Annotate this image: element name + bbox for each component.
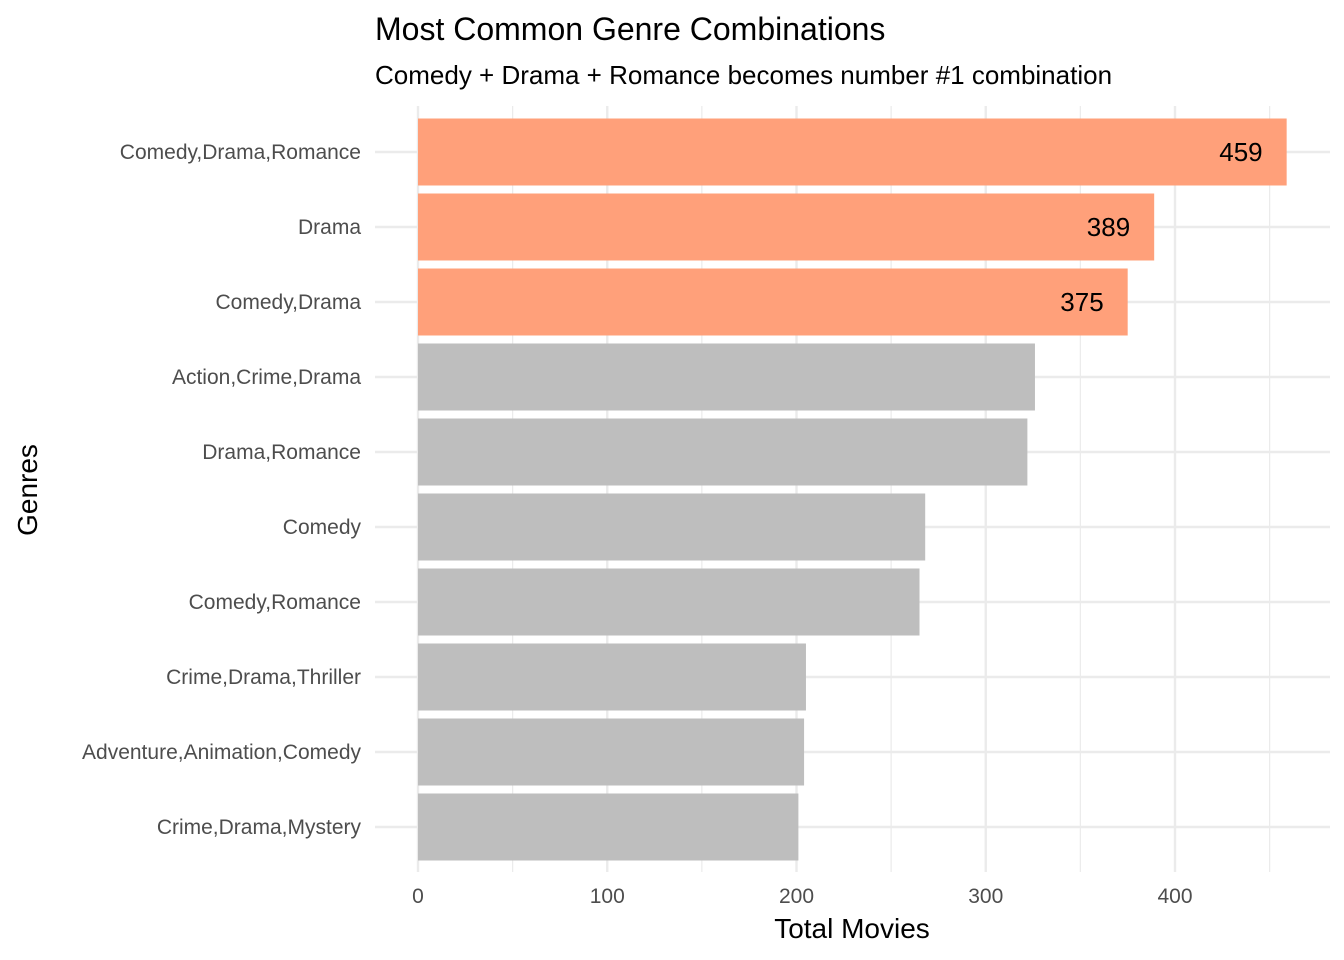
data-label: 375 [1060, 287, 1103, 317]
x-tick-label: 200 [779, 885, 814, 908]
y-axis-title: Genres [12, 444, 43, 536]
bar [418, 718, 805, 786]
x-tick-label: 100 [590, 885, 625, 908]
y-tick-label: Adventure,Animation,Comedy [82, 741, 361, 764]
y-tick-label: Crime,Drama,Thriller [166, 666, 361, 689]
data-label: 459 [1219, 137, 1262, 167]
chart-title: Most Common Genre Combinations [375, 11, 885, 47]
bar [418, 643, 806, 711]
data-label: 389 [1087, 212, 1130, 242]
bar [418, 418, 1028, 486]
data-labels: 459 389 375 [1060, 137, 1262, 317]
y-tick-label: Comedy [283, 516, 362, 539]
x-axis-tick-labels: 0 100 200 300 400 [412, 885, 1192, 908]
y-tick-label: Comedy,Romance [189, 591, 361, 614]
y-tick-label: Drama [298, 216, 361, 239]
bar [418, 268, 1128, 336]
x-tick-label: 400 [1157, 885, 1192, 908]
bar [418, 793, 799, 861]
y-tick-label: Action,Crime,Drama [172, 366, 361, 389]
bar [418, 193, 1155, 261]
bar [418, 568, 920, 636]
y-tick-label: Crime,Drama,Mystery [157, 816, 362, 839]
bar [418, 493, 926, 561]
x-tick-label: 0 [412, 885, 424, 908]
x-tick-label: 300 [968, 885, 1003, 908]
chart-subtitle: Comedy + Drama + Romance becomes number … [375, 60, 1112, 90]
y-tick-label: Drama,Romance [202, 441, 361, 464]
bar [418, 118, 1287, 186]
y-tick-label: Comedy,Drama,Romance [120, 141, 361, 164]
y-axis-tick-labels: Comedy,Drama,Romance Drama Comedy,Drama Act… [82, 141, 361, 839]
bar [418, 343, 1035, 411]
y-tick-label: Comedy,Drama [216, 291, 362, 314]
x-axis-title: Total Movies [774, 913, 930, 944]
bars [418, 118, 1287, 861]
